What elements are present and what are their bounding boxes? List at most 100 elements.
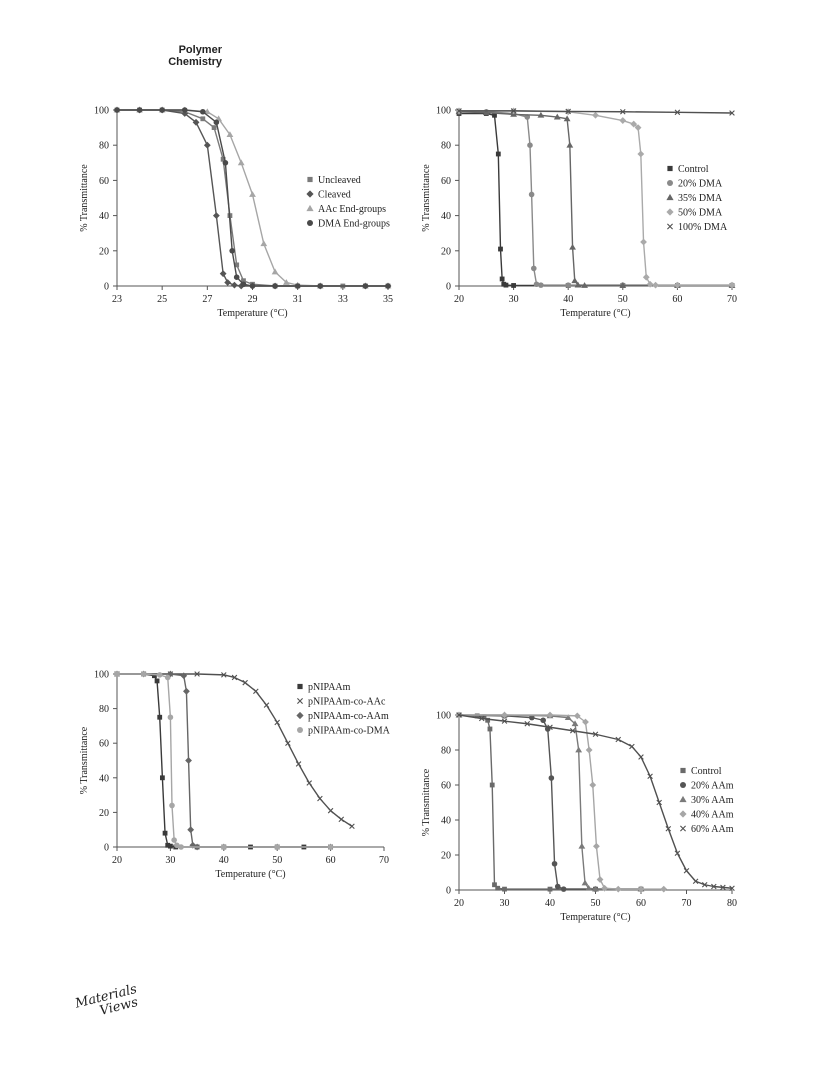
- data-point: [619, 117, 627, 124]
- data-point: [224, 279, 232, 286]
- data-point: [154, 678, 160, 684]
- data-point: [581, 879, 589, 886]
- data-point: [478, 715, 485, 722]
- x-tick-label: 27: [202, 294, 212, 305]
- y-tick-label: 100: [94, 106, 109, 117]
- legend-marker: [297, 698, 303, 704]
- legend-entry: 30% AAm: [679, 795, 734, 806]
- y-tick-label: 0: [446, 282, 451, 293]
- data-point: [674, 850, 681, 857]
- data-point: [592, 885, 599, 892]
- x-tick-label: 80: [727, 898, 737, 909]
- legend-label: AAc End-groups: [318, 204, 386, 215]
- data-point: [156, 672, 163, 678]
- x-tick-label: 30: [509, 294, 519, 305]
- y-tick-label: 60: [441, 176, 451, 187]
- data-point: [614, 885, 622, 893]
- y-tick-label: 20: [99, 246, 109, 257]
- legend-label: Uncleaved: [318, 175, 361, 186]
- series-pnipaam-co-dma: [114, 671, 334, 850]
- y-tick-label: 100: [94, 670, 109, 681]
- x-tick-label: 30: [500, 898, 510, 909]
- journal-name-line2: Chemistry: [168, 56, 222, 68]
- legend-label: pNIPAAm-co-AAm: [308, 711, 389, 722]
- data-point: [527, 142, 533, 148]
- data-point: [136, 107, 143, 113]
- data-point: [349, 823, 355, 830]
- y-tick-label: 100: [436, 711, 451, 722]
- series-line: [459, 714, 664, 890]
- legend-entry: 60% AAm: [680, 824, 734, 835]
- x-axis-label: Temperature (°C): [217, 308, 287, 319]
- y-axis-label: % Transmittance: [79, 164, 90, 232]
- data-point: [660, 885, 668, 893]
- legend-label: Control: [678, 164, 709, 175]
- x-tick-label: 35: [383, 294, 393, 305]
- x-tick-label: 50: [618, 294, 628, 305]
- y-tick-label: 20: [441, 851, 451, 862]
- series-35-dma: [455, 108, 736, 288]
- data-point: [237, 159, 245, 166]
- y-tick-label: 100: [436, 106, 451, 117]
- data-point: [547, 724, 553, 731]
- data-point: [233, 274, 240, 281]
- data-point: [720, 884, 726, 891]
- data-point: [203, 108, 211, 115]
- legend-label: 20% AAm: [691, 781, 734, 792]
- y-tick-label: 80: [441, 746, 451, 757]
- legend-marker: [306, 190, 314, 198]
- legend-label: 30% AAm: [691, 795, 734, 806]
- data-point: [222, 160, 229, 166]
- data-point: [528, 191, 535, 198]
- data-point: [219, 270, 227, 278]
- data-point: [510, 108, 517, 114]
- series-line: [459, 714, 641, 890]
- x-tick-label: 50: [272, 855, 282, 866]
- y-tick-label: 0: [104, 282, 109, 293]
- series-line: [459, 110, 733, 114]
- x-tick-label: 70: [682, 898, 692, 909]
- data-point: [203, 141, 211, 149]
- legend-marker: [296, 711, 304, 720]
- data-point: [229, 248, 235, 254]
- data-point: [241, 278, 246, 284]
- data-point: [646, 280, 654, 288]
- data-point: [456, 108, 462, 114]
- data-point: [489, 782, 495, 788]
- y-tick-label: 80: [99, 141, 109, 152]
- x-tick-label: 31: [293, 294, 303, 305]
- y-tick-label: 40: [99, 773, 109, 784]
- data-point: [192, 118, 200, 126]
- data-point: [619, 282, 627, 288]
- data-point: [585, 746, 593, 754]
- data-point: [546, 711, 554, 719]
- data-point: [665, 825, 672, 832]
- data-point: [174, 842, 180, 849]
- legend-label: 60% AAm: [691, 824, 734, 835]
- data-point: [524, 720, 531, 727]
- legend-marker: [667, 223, 673, 230]
- data-point: [573, 712, 581, 720]
- legend-label: DMA End-groups: [318, 219, 390, 230]
- data-point: [674, 109, 681, 116]
- journal-name-line1: Polymer: [178, 44, 222, 56]
- data-point: [159, 107, 165, 113]
- legend-marker: [307, 176, 313, 183]
- data-point: [114, 671, 120, 677]
- data-point: [565, 108, 571, 115]
- data-point: [499, 276, 505, 282]
- data-point: [495, 151, 501, 157]
- x-axis-label: Temperature (°C): [215, 869, 285, 880]
- series-line: [458, 714, 733, 889]
- legend-entry: 20% DMA: [667, 179, 723, 190]
- legend-entry: DMA End-groups: [307, 219, 390, 230]
- legend-marker: [667, 180, 673, 186]
- data-point: [640, 238, 647, 246]
- data-point: [221, 672, 227, 678]
- data-point: [547, 886, 553, 892]
- data-point: [634, 124, 642, 131]
- data-point: [637, 150, 645, 158]
- data-point: [194, 671, 200, 677]
- legend-entry: 50% DMA: [666, 208, 723, 219]
- data-point: [306, 780, 313, 786]
